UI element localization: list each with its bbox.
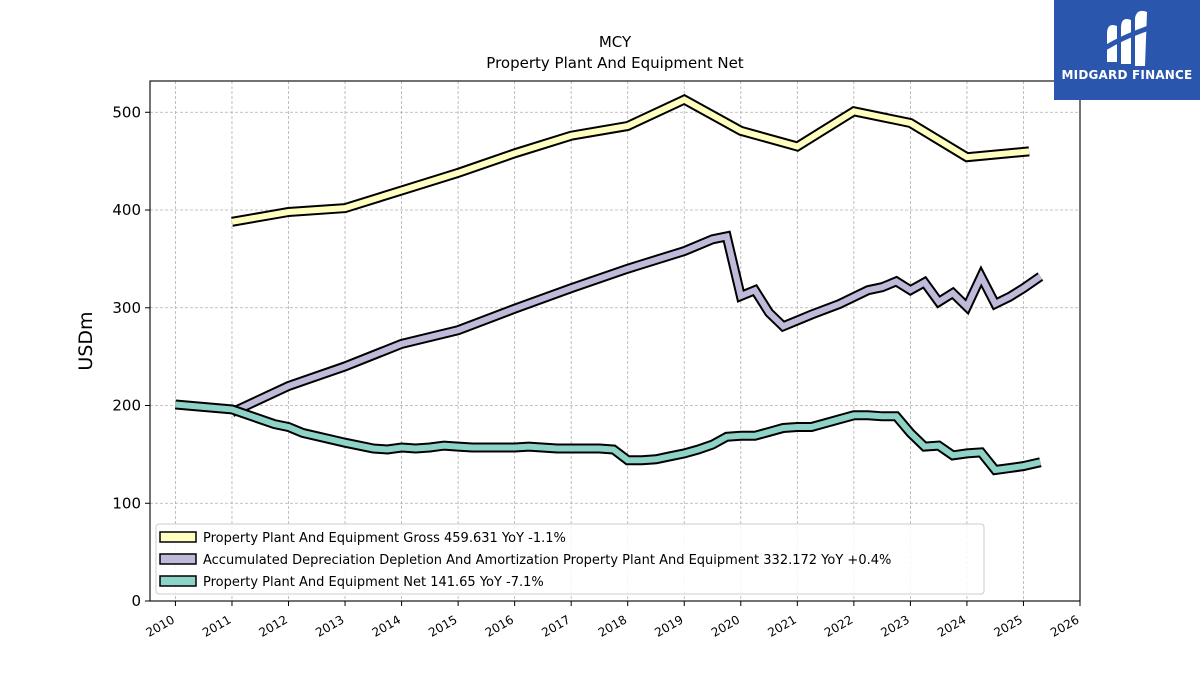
series-line-3 [175,401,1042,474]
y-tick-label: 500 [112,103,141,121]
midgard-finance-logo: MIDGARD FINANCE [1054,0,1200,100]
legend: Property Plant And Equipment Gross 459.6… [155,523,985,595]
legend-swatch-3 [159,575,197,587]
chart-title: MCY [599,33,632,51]
series-line-2 [230,232,1043,416]
logo-mark-icon [1103,10,1150,66]
legend-label-1: Property Plant And Equipment Gross 459.6… [203,531,566,546]
y-tick-label: 400 [112,201,141,219]
y-tick-label: 0 [131,592,141,610]
y-tick-label: 200 [112,397,141,415]
series-lines [174,93,1044,476]
legend-label-2: Accumulated Depreciation Depletion And A… [203,553,891,568]
y-tick-label: 300 [112,299,141,317]
y-tick-label: 100 [112,494,141,512]
series-line-1 [231,96,1030,225]
legend-swatch-1 [159,531,197,543]
plot-frame [149,80,1081,602]
legend-swatch-2 [159,553,197,565]
legend-box [155,523,985,595]
chart-subtitle: Property Plant And Equipment Net [486,54,743,72]
logo-text: MIDGARD FINANCE [1061,68,1193,82]
y-axis-label: USDm [75,311,97,370]
y-axis-ticks: 0 100 200 300 400 500 [112,103,150,610]
legend-label-3: Property Plant And Equipment Net 141.65 … [203,575,544,590]
